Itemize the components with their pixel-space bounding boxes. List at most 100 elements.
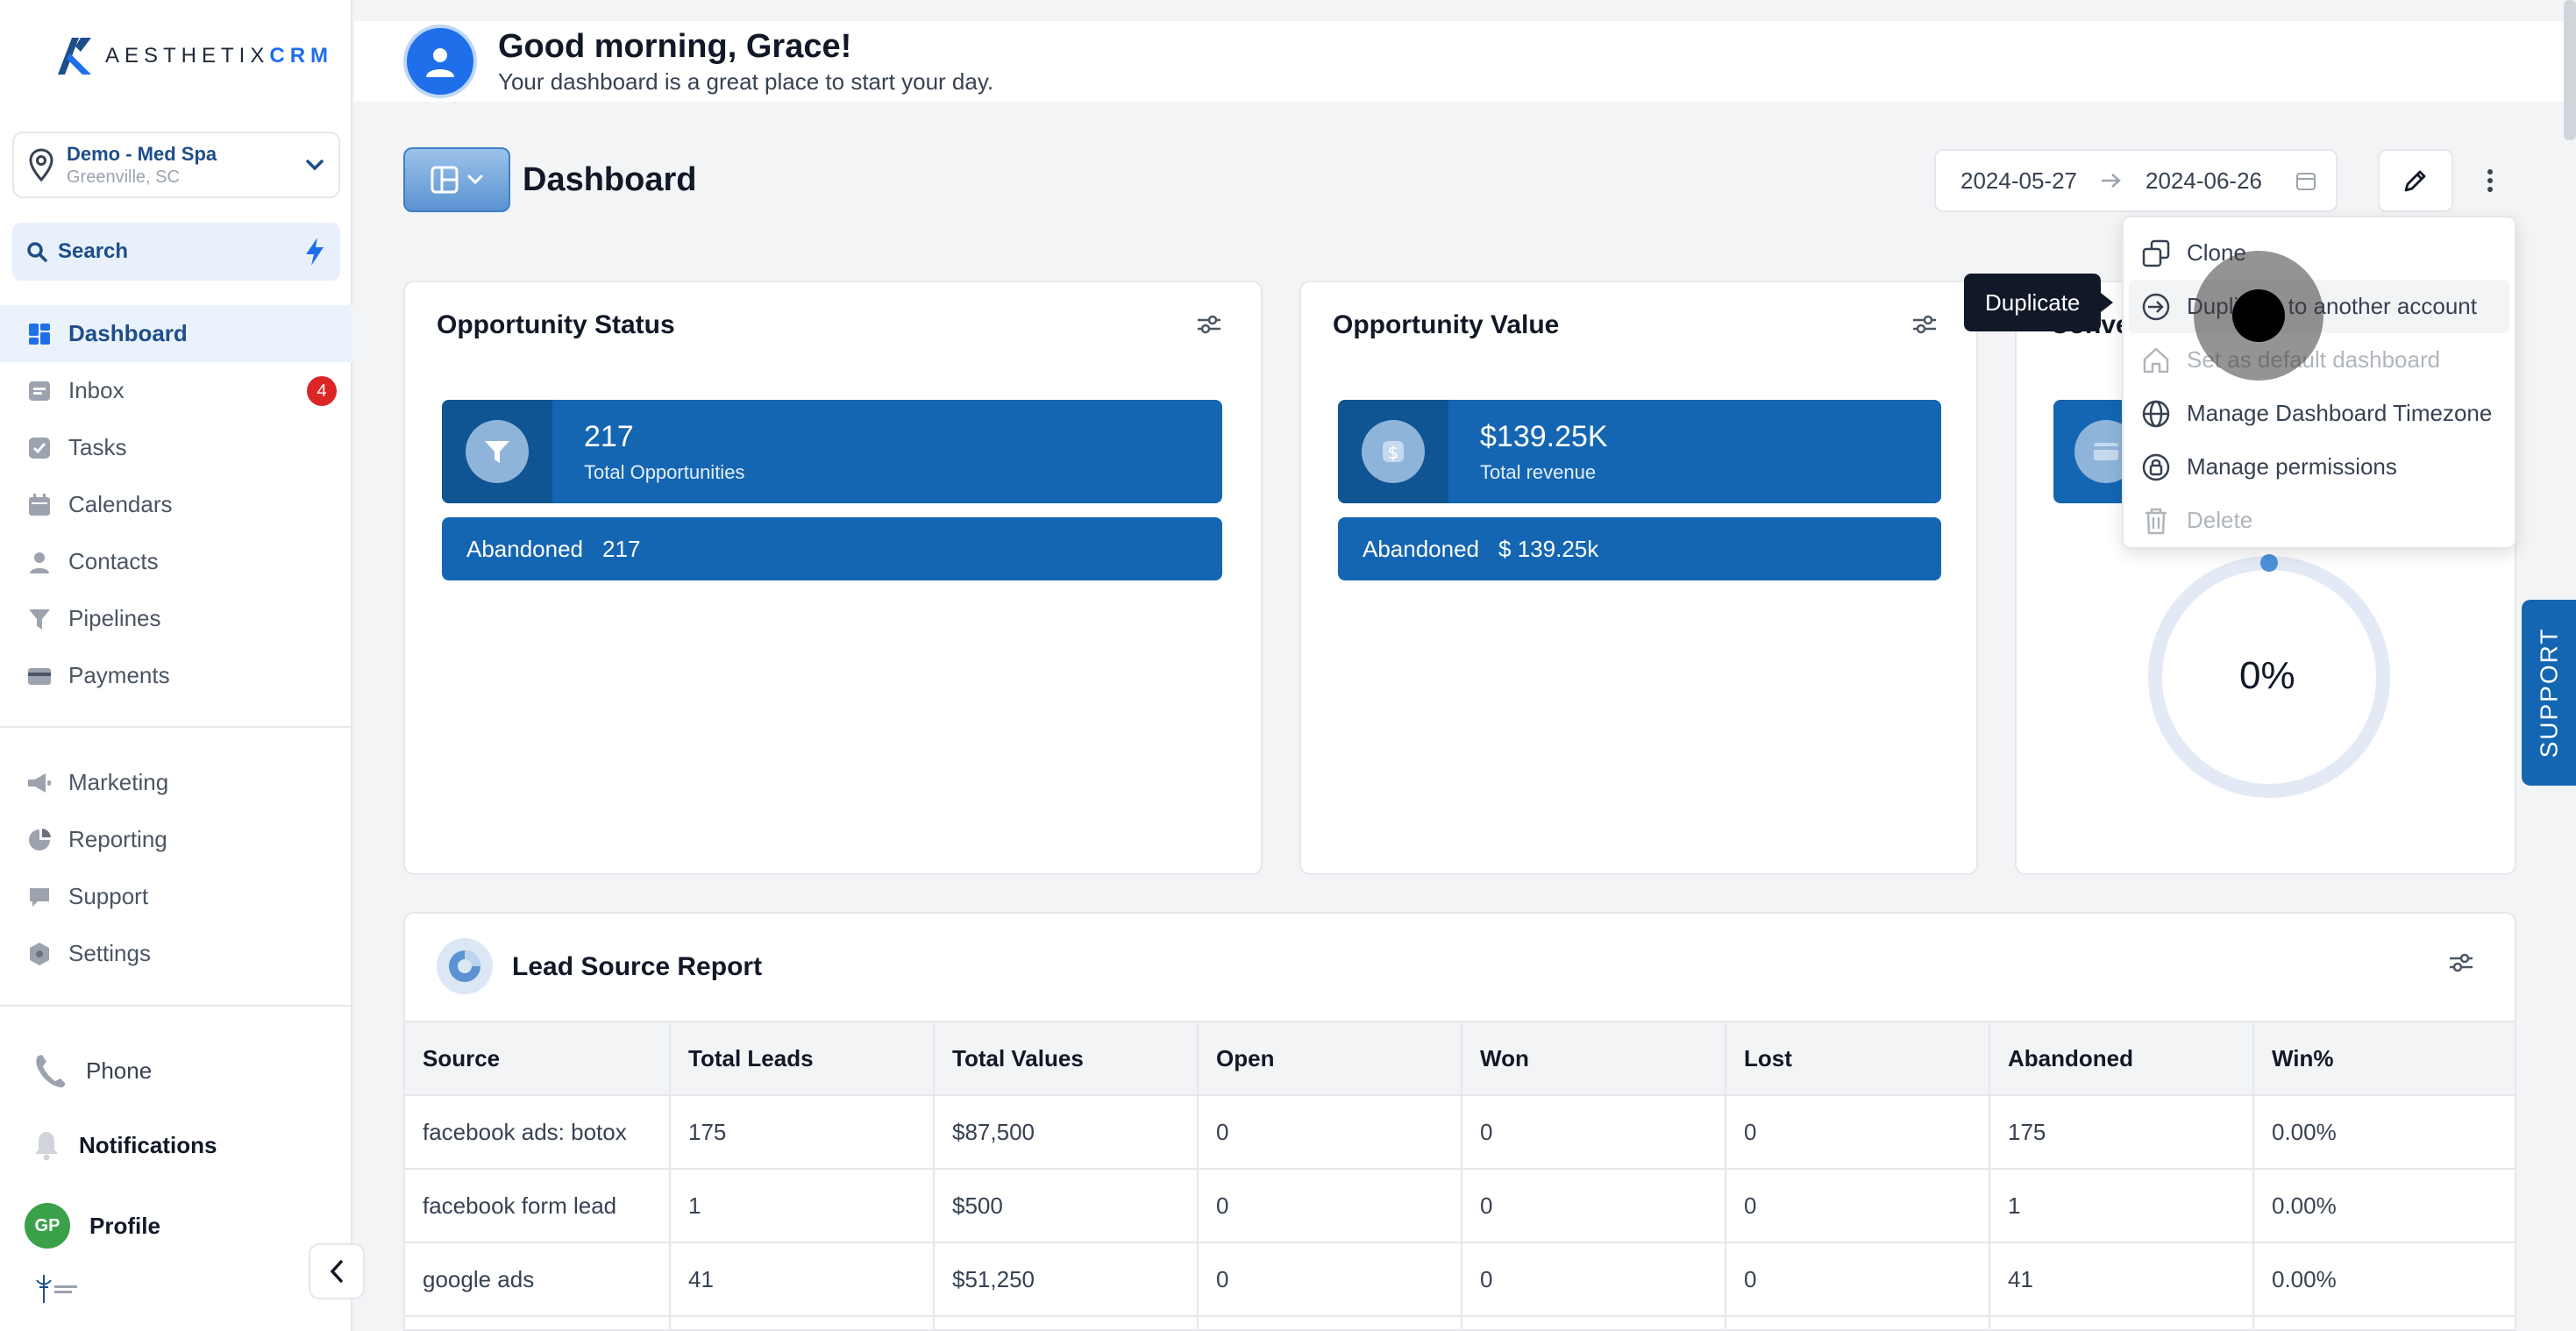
menu-item-permissions[interactable]: Manage permissions: [2129, 440, 2509, 494]
inbox-icon: [26, 378, 53, 404]
table-row[interactable]: google ads 41 $51,250 0 0 0 41 0.00%: [405, 1242, 2515, 1316]
sidebar-item-calendars[interactable]: Calendars: [0, 476, 352, 533]
location-text: Demo - Med Spa Greenville, SC: [67, 143, 217, 188]
table-cell: facebook form lead: [405, 1168, 671, 1242]
table-cell: $500: [934, 1168, 1199, 1242]
arrow-right-icon: [2102, 174, 2121, 188]
secondary-nav: Marketing Reporting Support Settings: [0, 754, 352, 982]
support-tab-label: SUPPORT: [2535, 627, 2563, 758]
layout-switcher-button[interactable]: [403, 147, 510, 212]
greeting-header: Good morning, Grace! Your dashboard is a…: [354, 21, 2576, 102]
conversion-percent: 0%: [2239, 654, 2295, 697]
dashboard-icon: [26, 321, 53, 347]
table-row[interactable]: facebook form lead 1 $500 0 0 0 1 0.00%: [405, 1168, 2515, 1242]
date-end[interactable]: 2024-06-26: [2145, 167, 2262, 194]
table-cell: 0: [1462, 1094, 1726, 1169]
chevron-down-icon: [467, 174, 483, 185]
edit-dashboard-button[interactable]: [2378, 149, 2453, 212]
column-header[interactable]: Abandoned: [1989, 1021, 2254, 1095]
column-header[interactable]: Total Leads: [670, 1021, 935, 1095]
support-tab[interactable]: SUPPORT: [2522, 600, 2576, 786]
table-cell: 0: [1198, 1094, 1462, 1169]
marketing-icon: [26, 770, 53, 796]
search-label: Search: [58, 239, 129, 263]
table-cell: 0: [1462, 1242, 1726, 1316]
menu-item-timezone[interactable]: Manage Dashboard Timezone: [2129, 387, 2509, 440]
sidebar-item-pipelines[interactable]: Pipelines: [0, 590, 352, 647]
sidebar-item-label: Support: [68, 883, 149, 909]
dashboard-options-menu: Clone Duplicate to another account Set a…: [2122, 216, 2516, 549]
card-title: Lead Source Report: [512, 952, 763, 981]
profile-button[interactable]: GP Profile: [25, 1203, 160, 1249]
column-header[interactable]: Total Values: [934, 1021, 1199, 1095]
table-row[interactable]: [405, 1315, 2515, 1329]
sidebar-item-contacts[interactable]: Contacts: [0, 533, 352, 590]
bell-icon: [35, 1132, 58, 1161]
brand-logo[interactable]: AESTHETIXCRM: [54, 32, 333, 81]
logo-text: AESTHETIXCRM: [105, 44, 334, 68]
sidebar-item-marketing[interactable]: Marketing: [0, 754, 352, 811]
map-pin-icon: [29, 148, 53, 182]
date-start[interactable]: 2024-05-27: [1960, 167, 2077, 194]
table-cell: [1462, 1315, 1726, 1329]
unread-badge: 4: [307, 376, 337, 406]
lead-source-report-card: Lead Source Report Source Total Leads To…: [403, 912, 2516, 1331]
logo-mark-icon: [58, 38, 91, 75]
page-scrollbar[interactable]: [2564, 0, 2576, 140]
location-city: Greenville, SC: [67, 167, 180, 187]
sidebar-item-inbox[interactable]: Inbox 4: [0, 362, 352, 419]
table-cell: 0: [1198, 1168, 1462, 1242]
sidebar-item-reporting[interactable]: Reporting: [0, 811, 352, 868]
user-icon: [426, 48, 454, 77]
sidebar-item-tasks[interactable]: Tasks: [0, 419, 352, 476]
conversion-rate-card: Conve 0%: [2015, 281, 2516, 875]
support-icon: [26, 884, 53, 910]
date-range-picker[interactable]: 2024-05-27 2024-06-26: [1934, 149, 2338, 212]
abandoned-tile[interactable]: Abandoned 217: [442, 517, 1222, 580]
column-header[interactable]: Won: [1462, 1021, 1726, 1095]
sidebar-item-settings[interactable]: Settings: [0, 925, 352, 982]
total-revenue-tile[interactable]: $ $139.25K Total revenue: [1338, 400, 1941, 503]
phone-button[interactable]: Phone: [33, 1052, 152, 1089]
menu-item-label: Manage permissions: [2187, 453, 2397, 480]
more-options-button[interactable]: [2473, 161, 2508, 200]
table-row[interactable]: facebook ads: botox 175 $87,500 0 0 0 17…: [405, 1094, 2515, 1169]
notifications-button[interactable]: Notifications: [33, 1129, 217, 1161]
filter-settings-icon[interactable]: [2448, 952, 2474, 973]
column-header[interactable]: Open: [1198, 1021, 1462, 1095]
table-cell: $51,250: [934, 1242, 1199, 1316]
table-cell: google ads: [405, 1242, 671, 1316]
lightning-icon[interactable]: [303, 236, 326, 267]
user-avatar[interactable]: [403, 25, 477, 98]
table-cell: 175: [1989, 1094, 2254, 1169]
column-header[interactable]: Win%: [2253, 1021, 2515, 1095]
table-cell: 0: [1726, 1168, 1990, 1242]
abandoned-tile[interactable]: Abandoned $ 139.25k: [1338, 517, 1941, 580]
notifications-label: Notifications: [79, 1131, 217, 1158]
opportunity-status-card: Opportunity Status 217 Total Opportuniti…: [403, 281, 1263, 875]
avatar: GP: [25, 1203, 70, 1249]
menu-item-delete[interactable]: Delete: [2129, 494, 2509, 547]
stat-sub-label: Abandoned: [466, 535, 584, 562]
filter-settings-icon[interactable]: [1911, 314, 1938, 335]
table-cell: 1: [1989, 1168, 2254, 1242]
total-opportunities-tile[interactable]: 217 Total Opportunities: [442, 400, 1222, 503]
menu-item-set-default[interactable]: Set as default dashboard: [2129, 333, 2509, 387]
table-cell: [405, 1315, 671, 1329]
location-switcher[interactable]: Demo - Med Spa Greenville, SC: [12, 132, 340, 198]
sidebar-item-payments[interactable]: Payments: [0, 647, 352, 704]
collapse-sidebar-button[interactable]: [309, 1243, 365, 1299]
table-cell: 0: [1462, 1168, 1726, 1242]
table-cell: 0: [1726, 1094, 1990, 1169]
filter-settings-icon[interactable]: [1196, 314, 1222, 335]
sidebar-item-label: Tasks: [68, 434, 127, 460]
column-header[interactable]: Source: [405, 1021, 671, 1095]
search-button[interactable]: Search: [12, 223, 340, 281]
column-header[interactable]: Lost: [1726, 1021, 1990, 1095]
cursor-dot: [2232, 289, 2285, 342]
calendar-icon: [26, 492, 53, 518]
sidebar-item-dashboard[interactable]: Dashboard: [0, 305, 352, 362]
stat-label: Total revenue: [1480, 460, 1597, 483]
sidebar-item-support[interactable]: Support: [0, 868, 352, 925]
menu-item-clone[interactable]: Clone: [2129, 226, 2509, 280]
